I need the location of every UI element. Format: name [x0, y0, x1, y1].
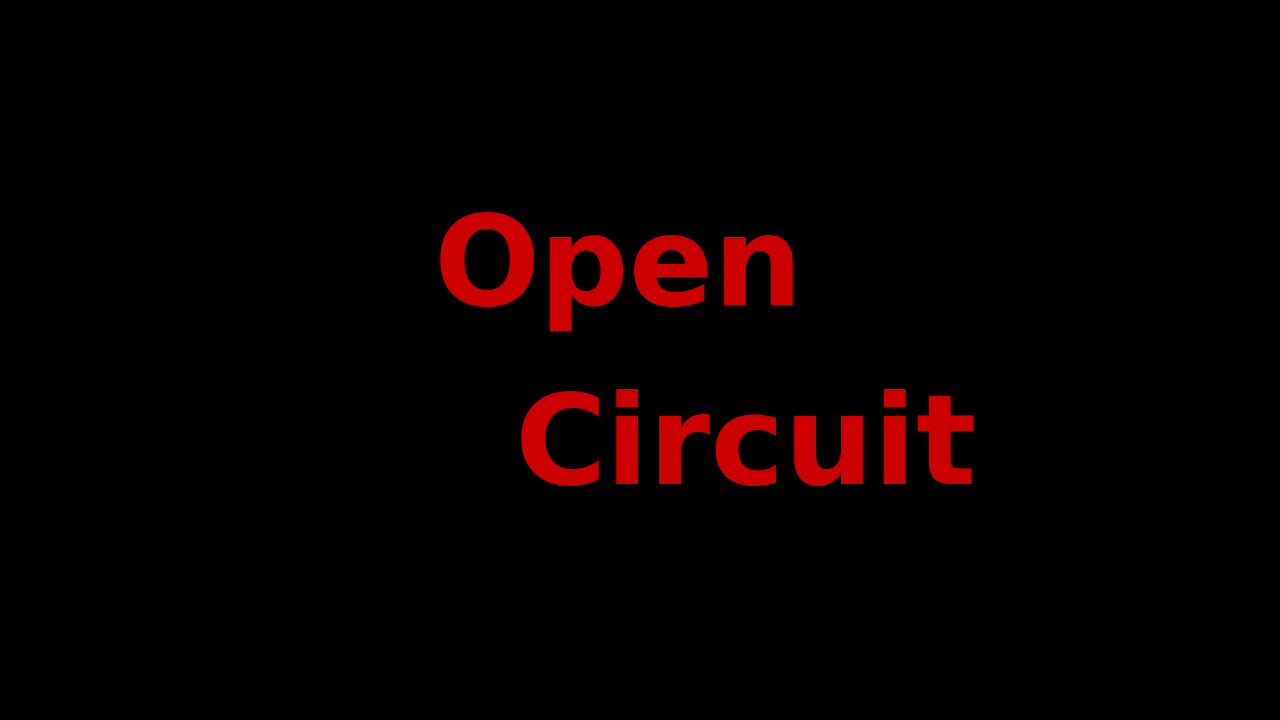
Text: Open: Open — [434, 210, 804, 330]
Text: switch: switch — [646, 1, 718, 22]
Circle shape — [756, 97, 778, 111]
Text: light bulb: light bulb — [588, 530, 692, 550]
Text: battery: battery — [311, 371, 392, 391]
Text: Circuit: Circuit — [516, 390, 977, 510]
Circle shape — [502, 97, 524, 111]
